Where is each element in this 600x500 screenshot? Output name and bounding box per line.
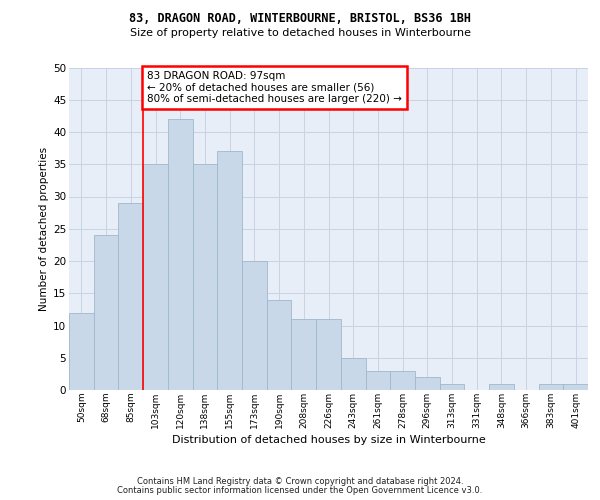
Bar: [563, 384, 588, 390]
Bar: [94, 235, 118, 390]
Bar: [118, 203, 143, 390]
Bar: [316, 319, 341, 390]
Bar: [168, 119, 193, 390]
Bar: [440, 384, 464, 390]
Bar: [242, 261, 267, 390]
X-axis label: Distribution of detached houses by size in Winterbourne: Distribution of detached houses by size …: [172, 434, 485, 444]
Text: Contains HM Land Registry data © Crown copyright and database right 2024.: Contains HM Land Registry data © Crown c…: [137, 477, 463, 486]
Bar: [69, 312, 94, 390]
Bar: [390, 370, 415, 390]
Y-axis label: Number of detached properties: Number of detached properties: [39, 146, 49, 311]
Bar: [365, 370, 390, 390]
Text: 83, DRAGON ROAD, WINTERBOURNE, BRISTOL, BS36 1BH: 83, DRAGON ROAD, WINTERBOURNE, BRISTOL, …: [129, 12, 471, 26]
Text: Size of property relative to detached houses in Winterbourne: Size of property relative to detached ho…: [130, 28, 470, 38]
Bar: [539, 384, 563, 390]
Bar: [341, 358, 365, 390]
Bar: [267, 300, 292, 390]
Bar: [193, 164, 217, 390]
Bar: [292, 319, 316, 390]
Bar: [415, 377, 440, 390]
Text: Contains public sector information licensed under the Open Government Licence v3: Contains public sector information licen…: [118, 486, 482, 495]
Bar: [217, 152, 242, 390]
Bar: [489, 384, 514, 390]
Bar: [143, 164, 168, 390]
Text: 83 DRAGON ROAD: 97sqm
← 20% of detached houses are smaller (56)
80% of semi-deta: 83 DRAGON ROAD: 97sqm ← 20% of detached …: [147, 70, 402, 104]
